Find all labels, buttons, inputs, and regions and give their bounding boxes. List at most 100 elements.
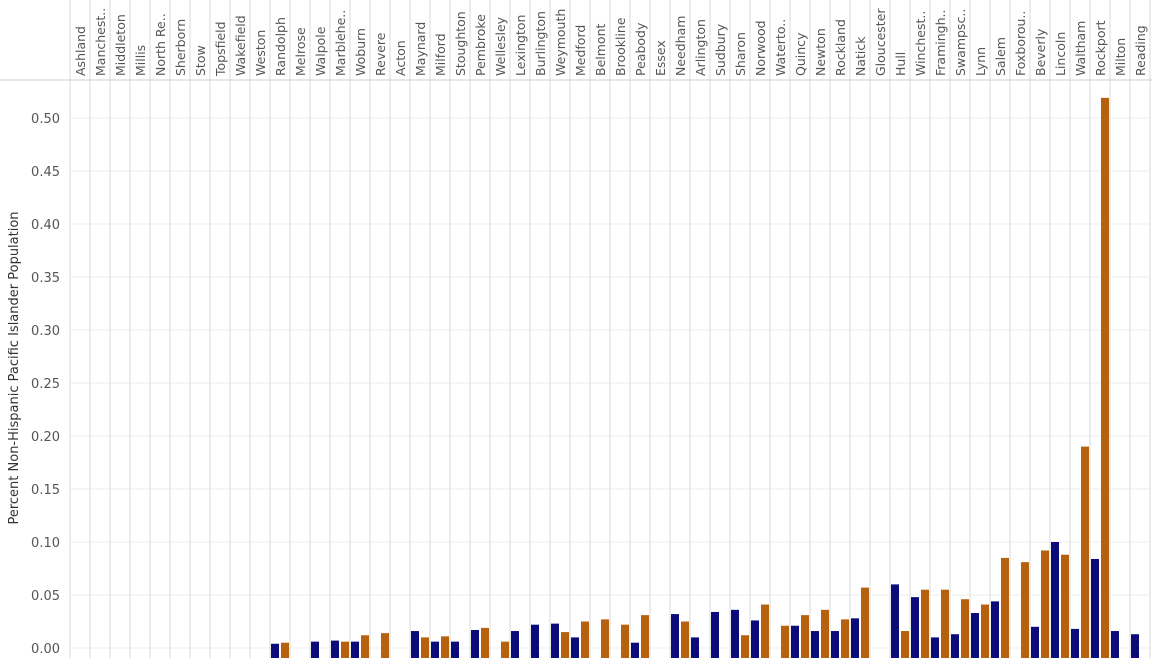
bar-series-1 — [311, 641, 319, 658]
bar-series-2 — [781, 625, 789, 658]
bar-series-1 — [911, 597, 919, 658]
bar-series-2 — [761, 604, 769, 658]
category-label: Lexington — [513, 15, 528, 76]
bar-series-2 — [381, 633, 389, 658]
category-label: Burlington — [533, 11, 548, 76]
category-label: Maynard — [413, 22, 428, 76]
bar-series-2 — [601, 619, 609, 658]
bar-series-2 — [901, 631, 909, 658]
bar-series-1 — [691, 637, 699, 658]
category-label: Beverly — [1033, 28, 1048, 76]
category-label: Ashland — [73, 26, 88, 76]
category-label: Waltham — [1073, 21, 1088, 76]
y-tick-label: 0.35 — [31, 271, 60, 286]
y-tick-label: 0.25 — [31, 377, 60, 392]
bar-series-1 — [331, 640, 339, 658]
bar-series-1 — [271, 643, 279, 658]
bar-series-1 — [671, 614, 679, 658]
category-label: Millis — [133, 45, 148, 76]
bar-series-1 — [1071, 628, 1079, 658]
category-label: Needham — [673, 16, 688, 76]
bar-series-2 — [941, 589, 949, 658]
category-label: Medford — [573, 25, 588, 76]
bar-series-2 — [421, 637, 429, 658]
bar-series-1 — [931, 637, 939, 658]
y-tick-label: 0.30 — [31, 324, 60, 339]
y-tick-label: 0.40 — [31, 218, 60, 233]
bar-series-2 — [441, 636, 449, 658]
category-label: Natick — [853, 36, 868, 76]
category-label: Reading — [1133, 25, 1148, 76]
bar-layer — [271, 97, 1139, 659]
category-label: Milford — [433, 33, 448, 76]
category-label: Norwood — [753, 20, 768, 76]
category-label: Wakefield — [233, 15, 248, 76]
y-axis-ticks: 0.00 0.05 0.10 0.15 0.20 0.25 0.30 0.35 0.40 0.45… — [31, 112, 60, 657]
bar-series-2 — [801, 615, 809, 658]
category-label: Revere — [373, 32, 388, 76]
bar-series-1 — [511, 631, 519, 658]
bar-series-2 — [741, 635, 749, 658]
category-label: North Re.. — [153, 13, 168, 76]
bar-series-1 — [971, 613, 979, 658]
category-label: Sherborn — [173, 19, 188, 76]
bar-series-2 — [821, 609, 829, 658]
y-tick-label: 0.45 — [31, 165, 60, 180]
category-label: Sharon — [733, 32, 748, 76]
category-label: Foxborou.. — [1013, 11, 1028, 76]
category-label: Hull — [893, 52, 908, 76]
category-label: Marblehe.. — [333, 10, 348, 76]
category-label: Waterto.. — [773, 19, 788, 76]
bar-series-1 — [1111, 631, 1119, 658]
bar-series-2 — [1021, 562, 1029, 658]
category-label: Walpole — [313, 26, 328, 76]
bar-series-2 — [861, 587, 869, 658]
category-label: Topsfield — [213, 21, 228, 77]
bar-series-1 — [571, 637, 579, 658]
bar-series-2 — [641, 615, 649, 658]
category-label: Stoughton — [453, 11, 468, 76]
bar-series-1 — [1131, 634, 1139, 658]
bar-series-2 — [361, 635, 369, 658]
y-tick-label: 0.10 — [31, 536, 60, 551]
category-separators — [69, 0, 1151, 658]
bar-series-2 — [341, 641, 349, 658]
bar-series-2 — [921, 589, 929, 658]
bar-series-1 — [811, 631, 819, 658]
bar-series-2 — [621, 624, 629, 658]
bar-series-1 — [731, 609, 739, 658]
category-label: Weston — [253, 30, 268, 76]
category-label: Melrose — [293, 27, 308, 76]
category-label: Peabody — [633, 22, 648, 76]
y-tick-label: 0.00 — [31, 642, 60, 657]
bar-series-1 — [531, 624, 539, 658]
bar-series-2 — [841, 619, 849, 658]
category-label: Rockland — [833, 19, 848, 76]
category-label: Randolph — [273, 17, 288, 76]
category-label: Weymouth — [553, 9, 568, 76]
category-label: Brookline — [613, 17, 628, 76]
bar-series-1 — [791, 625, 799, 658]
bar-series-2 — [581, 621, 589, 658]
category-label: Gloucester — [873, 8, 888, 76]
category-label: Manchest.. — [93, 8, 108, 76]
category-label: Newton — [813, 28, 828, 76]
bar-series-2 — [481, 627, 489, 658]
bar-series-2 — [1041, 550, 1049, 658]
bar-series-1 — [711, 611, 719, 658]
bar-series-1 — [951, 634, 959, 658]
y-tick-label: 0.20 — [31, 430, 60, 445]
category-label: Wellesley — [493, 16, 508, 76]
category-label: Arlington — [693, 19, 708, 76]
category-label: Stow — [193, 45, 208, 76]
category-label: Milton — [1113, 38, 1128, 76]
category-label: Acton — [393, 40, 408, 76]
bar-series-2 — [1001, 557, 1009, 658]
category-label: Framingh.. — [933, 10, 948, 76]
category-labels: Ashland Manchest.. Middleton Millis North Re… — [73, 8, 1148, 77]
bar-series-1 — [631, 642, 639, 658]
bar-series-1 — [411, 631, 419, 658]
bar-series-1 — [991, 601, 999, 658]
